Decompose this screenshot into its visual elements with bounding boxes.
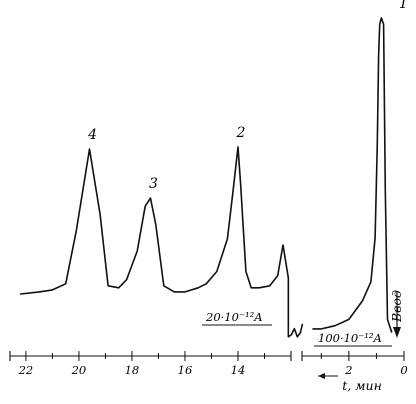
x-tick-label-r0: 0 <box>400 363 407 377</box>
peak-label-1: 1 <box>399 0 408 12</box>
peak-label-4: 4 <box>87 127 97 143</box>
x-tick-label-16: 16 <box>178 363 193 377</box>
x-tick-label-20: 20 <box>71 363 87 377</box>
x-tick-label-22: 22 <box>18 363 34 377</box>
sensitivity-label-right: 100·10⁻¹²A <box>318 331 382 345</box>
time-direction-arrow-head <box>318 373 325 379</box>
chromatogram-trace-right <box>312 17 393 333</box>
chromatogram-trace-left <box>19 146 290 295</box>
peak-label-2: 2 <box>236 125 246 141</box>
sensitivity-label-left: 20·10⁻¹²A <box>205 310 263 324</box>
x-tick-label-18: 18 <box>125 363 140 377</box>
x-tick-label-14: 14 <box>231 363 246 377</box>
peak-label-3: 3 <box>149 176 158 192</box>
sensitivity-switch-tail <box>287 276 304 338</box>
injection-arrow-head <box>393 327 401 338</box>
x-tick-label-r2: 2 <box>344 363 352 377</box>
x-axis-label: t, мин <box>342 378 382 393</box>
